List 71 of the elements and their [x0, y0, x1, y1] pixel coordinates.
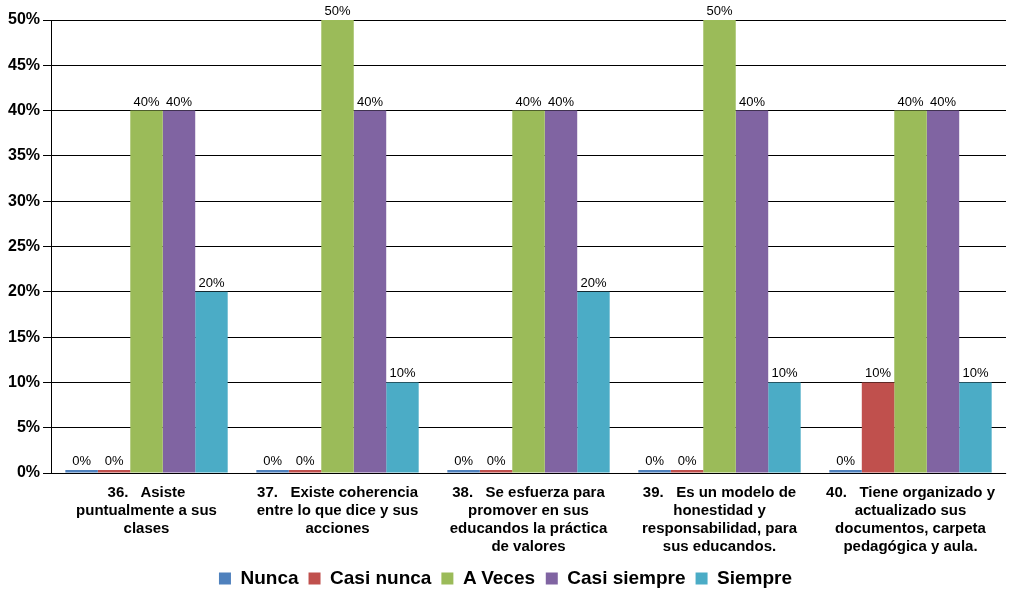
data-label: 0%	[72, 453, 92, 469]
data-label: 10%	[865, 365, 892, 381]
data-label: 0%	[677, 453, 697, 469]
bar	[703, 20, 736, 473]
y-tick-label: 35%	[7, 146, 41, 164]
bar	[256, 470, 289, 473]
bar	[735, 110, 769, 473]
y-tick-label: 20%	[7, 282, 41, 300]
bar	[130, 110, 163, 473]
data-label: 0%	[295, 453, 315, 469]
data-label: 50%	[324, 3, 351, 19]
data-label: 40%	[133, 93, 160, 109]
bar	[544, 110, 578, 473]
bar	[97, 470, 131, 473]
data-label: 0%	[454, 453, 474, 469]
bar	[288, 470, 322, 473]
bar	[386, 382, 419, 473]
y-tick-label: 25%	[7, 236, 41, 254]
legend-label: A Veces	[462, 566, 536, 588]
bar	[638, 470, 671, 473]
bar	[959, 382, 992, 473]
bar	[768, 382, 801, 473]
data-label: 40%	[738, 93, 766, 109]
y-tick-label: 0%	[16, 463, 41, 481]
data-label: 40%	[356, 93, 384, 109]
legend-label: Casi nunca	[330, 566, 432, 588]
data-label: 40%	[515, 93, 542, 109]
data-label: 40%	[165, 93, 193, 109]
bar	[512, 110, 545, 473]
bar	[321, 20, 354, 473]
bar	[829, 470, 862, 473]
y-tick-label: 5%	[16, 418, 41, 436]
data-label: 40%	[897, 93, 924, 109]
legend-label: Siempre	[717, 566, 793, 588]
data-label: 0%	[263, 453, 283, 469]
bar	[447, 470, 480, 473]
data-label: 0%	[836, 453, 856, 469]
bar	[861, 382, 895, 473]
data-label: 20%	[198, 274, 225, 290]
x-tick-label: 36. Asiste puntualmente a sus clases	[76, 483, 217, 537]
data-label: 0%	[645, 453, 665, 469]
data-label: 40%	[929, 93, 957, 109]
data-label: 10%	[962, 365, 989, 381]
y-tick-label: 30%	[7, 191, 41, 209]
bar	[894, 110, 927, 473]
data-label: 20%	[580, 274, 607, 290]
legend-label: Casi siempre	[567, 566, 686, 588]
y-tick-label: 10%	[7, 372, 41, 390]
bar	[353, 110, 387, 473]
bar	[195, 291, 228, 473]
bar	[926, 110, 960, 473]
x-tick-label: 38. Se esfuerza para promover en sus educandos la práctica de valores	[449, 483, 608, 555]
x-tick-label: 37. Existe coherencia entre lo que dice y sus acciones	[256, 483, 419, 537]
data-label: 0%	[486, 453, 506, 469]
x-tick-label: 39. Es un modelo de honestidad y responsabilidad, para sus educandos.	[641, 483, 798, 555]
data-label: 50%	[706, 3, 733, 19]
bar	[577, 291, 610, 473]
bar	[670, 470, 704, 473]
bar	[65, 470, 98, 473]
data-label: 10%	[771, 365, 798, 381]
y-tick-label: 15%	[7, 327, 41, 345]
legend-label: Nunca	[240, 566, 299, 588]
bar	[479, 470, 513, 473]
data-label: 0%	[104, 453, 124, 469]
y-tick-label: 40%	[7, 101, 41, 119]
x-tick-label: 40. Tiene organizado y actualizado sus documentos, carpeta pedagógica y aula.	[826, 483, 996, 555]
y-tick-label: 50%	[7, 10, 41, 28]
y-tick-label: 45%	[7, 55, 41, 73]
data-label: 10%	[389, 365, 416, 381]
bar	[162, 110, 196, 473]
data-label: 40%	[547, 93, 575, 109]
